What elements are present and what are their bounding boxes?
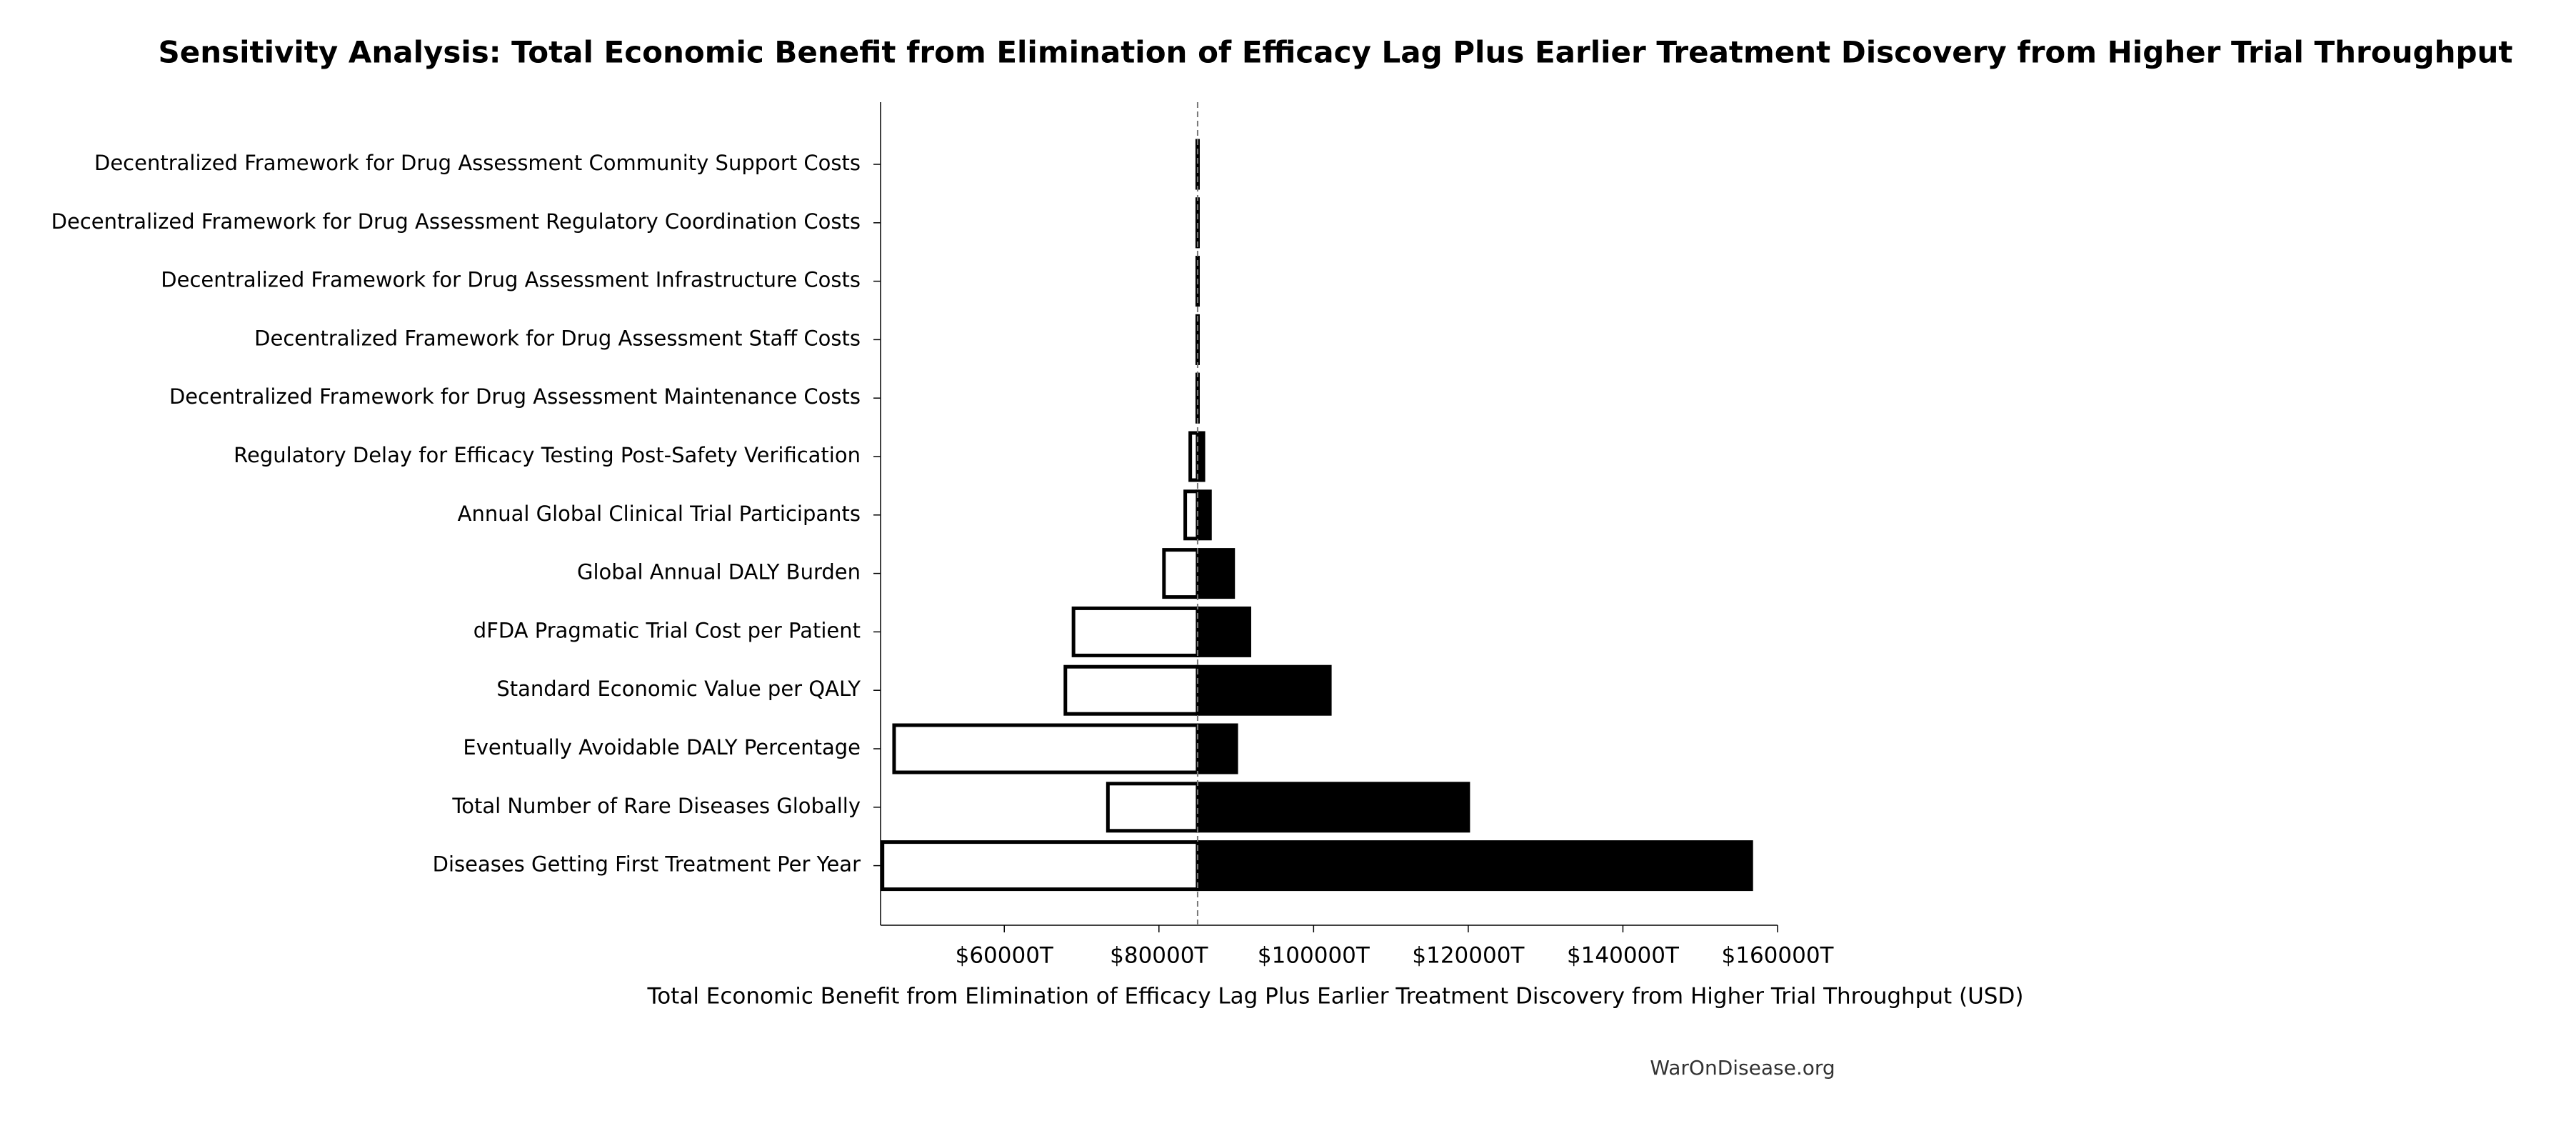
x-tick-label: $100000T [1258,943,1370,969]
high-bar [1196,723,1238,774]
chart-title: Sensitivity Analysis: Total Economic Ben… [158,35,2512,70]
low-bar [1106,782,1200,833]
y-tick-label: Decentralized Framework for Drug Assessm… [51,209,861,234]
low-bar [892,723,1200,774]
x-tick-label: $140000T [1567,943,1680,969]
y-tick-label: Eventually Avoidable DALY Percentage [463,735,861,759]
y-tick-label: Decentralized Framework for Drug Assessm… [94,151,861,175]
y-tick-label: Regulatory Delay for Efficacy Testing Po… [234,443,861,467]
low-bar [1183,489,1200,541]
high-bar [1196,840,1753,892]
high-bar [1196,489,1212,541]
y-tick-label: dFDA Pragmatic Trial Cost per Patient [473,618,861,642]
high-bar [1196,431,1206,482]
x-tick-label: $60000T [956,943,1054,969]
high-bar [1196,548,1236,599]
low-bar [1162,548,1200,599]
y-tick-label: Decentralized Framework for Drug Assessm… [254,326,861,350]
high-bar [1196,664,1332,716]
y-tick-label: Annual Global Clinical Trial Participant… [458,502,861,526]
high-bar [1196,606,1251,657]
source: WarOnDisease.org [1650,1056,1835,1080]
x-tick-label: $80000T [1110,943,1208,969]
y-tick-label: Standard Economic Value per QALY [496,677,861,701]
high-bar [1196,782,1470,833]
x-axis-label: Total Economic Benefit from Elimination … [647,984,2024,1010]
y-tick-label: Diseases Getting First Treatment Per Yea… [433,852,861,877]
y-tick-label: Decentralized Framework for Drug Assessm… [169,384,861,409]
x-tick-label: $120000T [1412,943,1525,969]
low-bar [1063,664,1200,716]
y-tick-label: Decentralized Framework for Drug Assessm… [161,268,861,292]
low-bar [881,840,1200,892]
y-tick-label: Global Annual DALY Burden [577,560,861,584]
x-tick-label: $160000T [1722,943,1835,969]
low-bar [1071,606,1200,657]
y-tick-label: Total Number of Rare Diseases Globally [451,794,861,818]
